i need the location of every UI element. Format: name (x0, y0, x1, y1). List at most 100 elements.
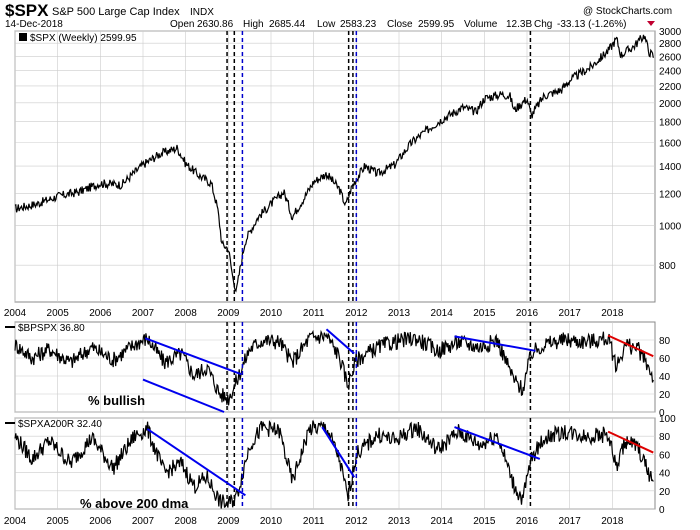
series-line (14, 34, 654, 293)
trendline (325, 328, 355, 355)
exchange-label: INDX (190, 7, 214, 18)
y-tick-label: 40 (659, 469, 671, 480)
x-axis-top: 2004 2005 2006 2007 2008 2009 2010 2011 2012 2013… (4, 308, 624, 319)
x-tick-label: 2004 (4, 308, 27, 319)
x-tick-label: 2015 (473, 308, 496, 319)
trendline (607, 430, 654, 454)
breadth-legend-swatch (5, 422, 15, 424)
high-label: High (243, 19, 264, 30)
x-tick-label: 2013 (388, 516, 411, 527)
x-tick-label: 2005 (47, 516, 70, 527)
x-tick-label: 2010 (260, 516, 283, 527)
trendline (454, 335, 536, 352)
x-tick-label: 2004 (4, 516, 27, 527)
y-tick-label: 2000 (659, 99, 682, 110)
y-tick-label: 800 (659, 261, 676, 272)
trendline (146, 428, 246, 497)
x-tick-label: 2009 (217, 308, 240, 319)
x-tick-label: 2018 (601, 516, 624, 527)
close-value: 2599.95 (418, 19, 455, 30)
y-tick-label: 80 (659, 432, 671, 443)
x-tick-label: 2008 (175, 308, 198, 319)
y-tick-label: 0 (659, 408, 665, 419)
open-label: Open (170, 19, 194, 30)
x-tick-label: 2008 (175, 516, 198, 527)
y-tick-label: 80 (659, 336, 671, 347)
symbol-title: $SPX (5, 1, 49, 20)
x-tick-label: 2012 (345, 516, 368, 527)
x-tick-label: 2015 (473, 516, 496, 527)
overlays (142, 31, 654, 509)
x-tick-label: 2017 (559, 516, 582, 527)
chg-label: Chg (534, 19, 552, 30)
ohlc-readout: Open 2630.86 High 2685.44 Low 2583.23 Cl… (170, 19, 626, 30)
trendline (142, 378, 225, 413)
x-tick-label: 2014 (431, 308, 454, 319)
x-tick-label: 2006 (89, 516, 112, 527)
y-tick-label: 1600 (659, 138, 682, 149)
chg-down-arrow-icon (647, 21, 655, 26)
x-tick-label: 2007 (132, 308, 155, 319)
bullish-annotation: % bullish (88, 393, 145, 408)
y-tick-label: 0 (659, 505, 665, 516)
price-legend-swatch (19, 33, 27, 41)
x-tick-label: 2006 (89, 308, 112, 319)
y-tick-label: 60 (659, 354, 671, 365)
trendline (144, 337, 242, 376)
x-tick-label: 2013 (388, 308, 411, 319)
x-tick-label: 2018 (601, 308, 624, 319)
panel-frame (14, 30, 656, 303)
y-tick-label: 3000 (659, 27, 682, 38)
y-tick-label: 2600 (659, 52, 682, 63)
x-tick-label: 2007 (132, 516, 155, 527)
series-line (14, 329, 654, 406)
chg-value: -33.13 (-1.26%) (557, 19, 626, 30)
x-tick-label: 2016 (516, 308, 539, 319)
y-tick-label: 100 (659, 414, 676, 425)
trendline (454, 426, 541, 460)
y-tick-label: 1400 (659, 162, 682, 173)
trendline (607, 334, 654, 358)
chart-date: 14-Dec-2018 (5, 19, 63, 30)
index-name: S&P 500 Large Cap Index (52, 6, 180, 18)
low-label: Low (317, 19, 336, 30)
y-tick-label: 2200 (659, 82, 682, 93)
y-tick-label: 20 (659, 487, 671, 498)
y-tick-label: 60 (659, 450, 671, 461)
y-tick-label: 2800 (659, 39, 682, 50)
bullish-legend-swatch (5, 326, 15, 328)
x-tick-label: 2011 (303, 308, 325, 319)
x-tick-label: 2011 (303, 516, 325, 527)
open-value: 2630.86 (197, 19, 234, 30)
x-tick-label: 2017 (559, 308, 582, 319)
x-tick-label: 2005 (47, 308, 70, 319)
x-axis-bottom: 2004 2005 2006 2007 2008 2009 2010 2011 2012 2013… (4, 516, 624, 527)
y-tick-label: 2400 (659, 67, 682, 78)
bullish-panel: 0 20 40 60 80 (14, 321, 671, 419)
x-tick-label: 2012 (345, 308, 368, 319)
high-value: 2685.44 (269, 19, 306, 30)
y-tick-label: 1200 (659, 189, 682, 200)
volume-value: 12.3B (506, 19, 532, 30)
trendline (321, 426, 356, 478)
x-tick-label: 2016 (516, 516, 539, 527)
volume-label: Volume (464, 19, 498, 30)
breadth-legend: $SPXA200R 32.40 (18, 419, 102, 430)
y-tick-label: 1000 (659, 222, 682, 233)
price-legend: $SPX (Weekly) 2599.95 (30, 33, 137, 44)
bullish-legend: $BPSPX 36.80 (18, 323, 85, 334)
x-tick-label: 2010 (260, 308, 283, 319)
close-label: Close (387, 19, 413, 30)
price-panel: 800 1000 1200 1400 1600 1800 2000 2200 2400 2600 2… (14, 27, 682, 303)
watermark: @ StockCharts.com (583, 6, 672, 17)
y-tick-label: 1800 (659, 118, 682, 129)
breadth-annotation: % above 200 dma (80, 496, 189, 511)
series-line (14, 419, 654, 509)
y-tick-label: 20 (659, 390, 671, 401)
breadth-panel: 0 20 40 60 80 100 (14, 414, 676, 516)
x-tick-label: 2014 (431, 516, 454, 527)
x-tick-label: 2009 (217, 516, 240, 527)
y-tick-label: 40 (659, 372, 671, 383)
low-value: 2583.23 (340, 19, 377, 30)
